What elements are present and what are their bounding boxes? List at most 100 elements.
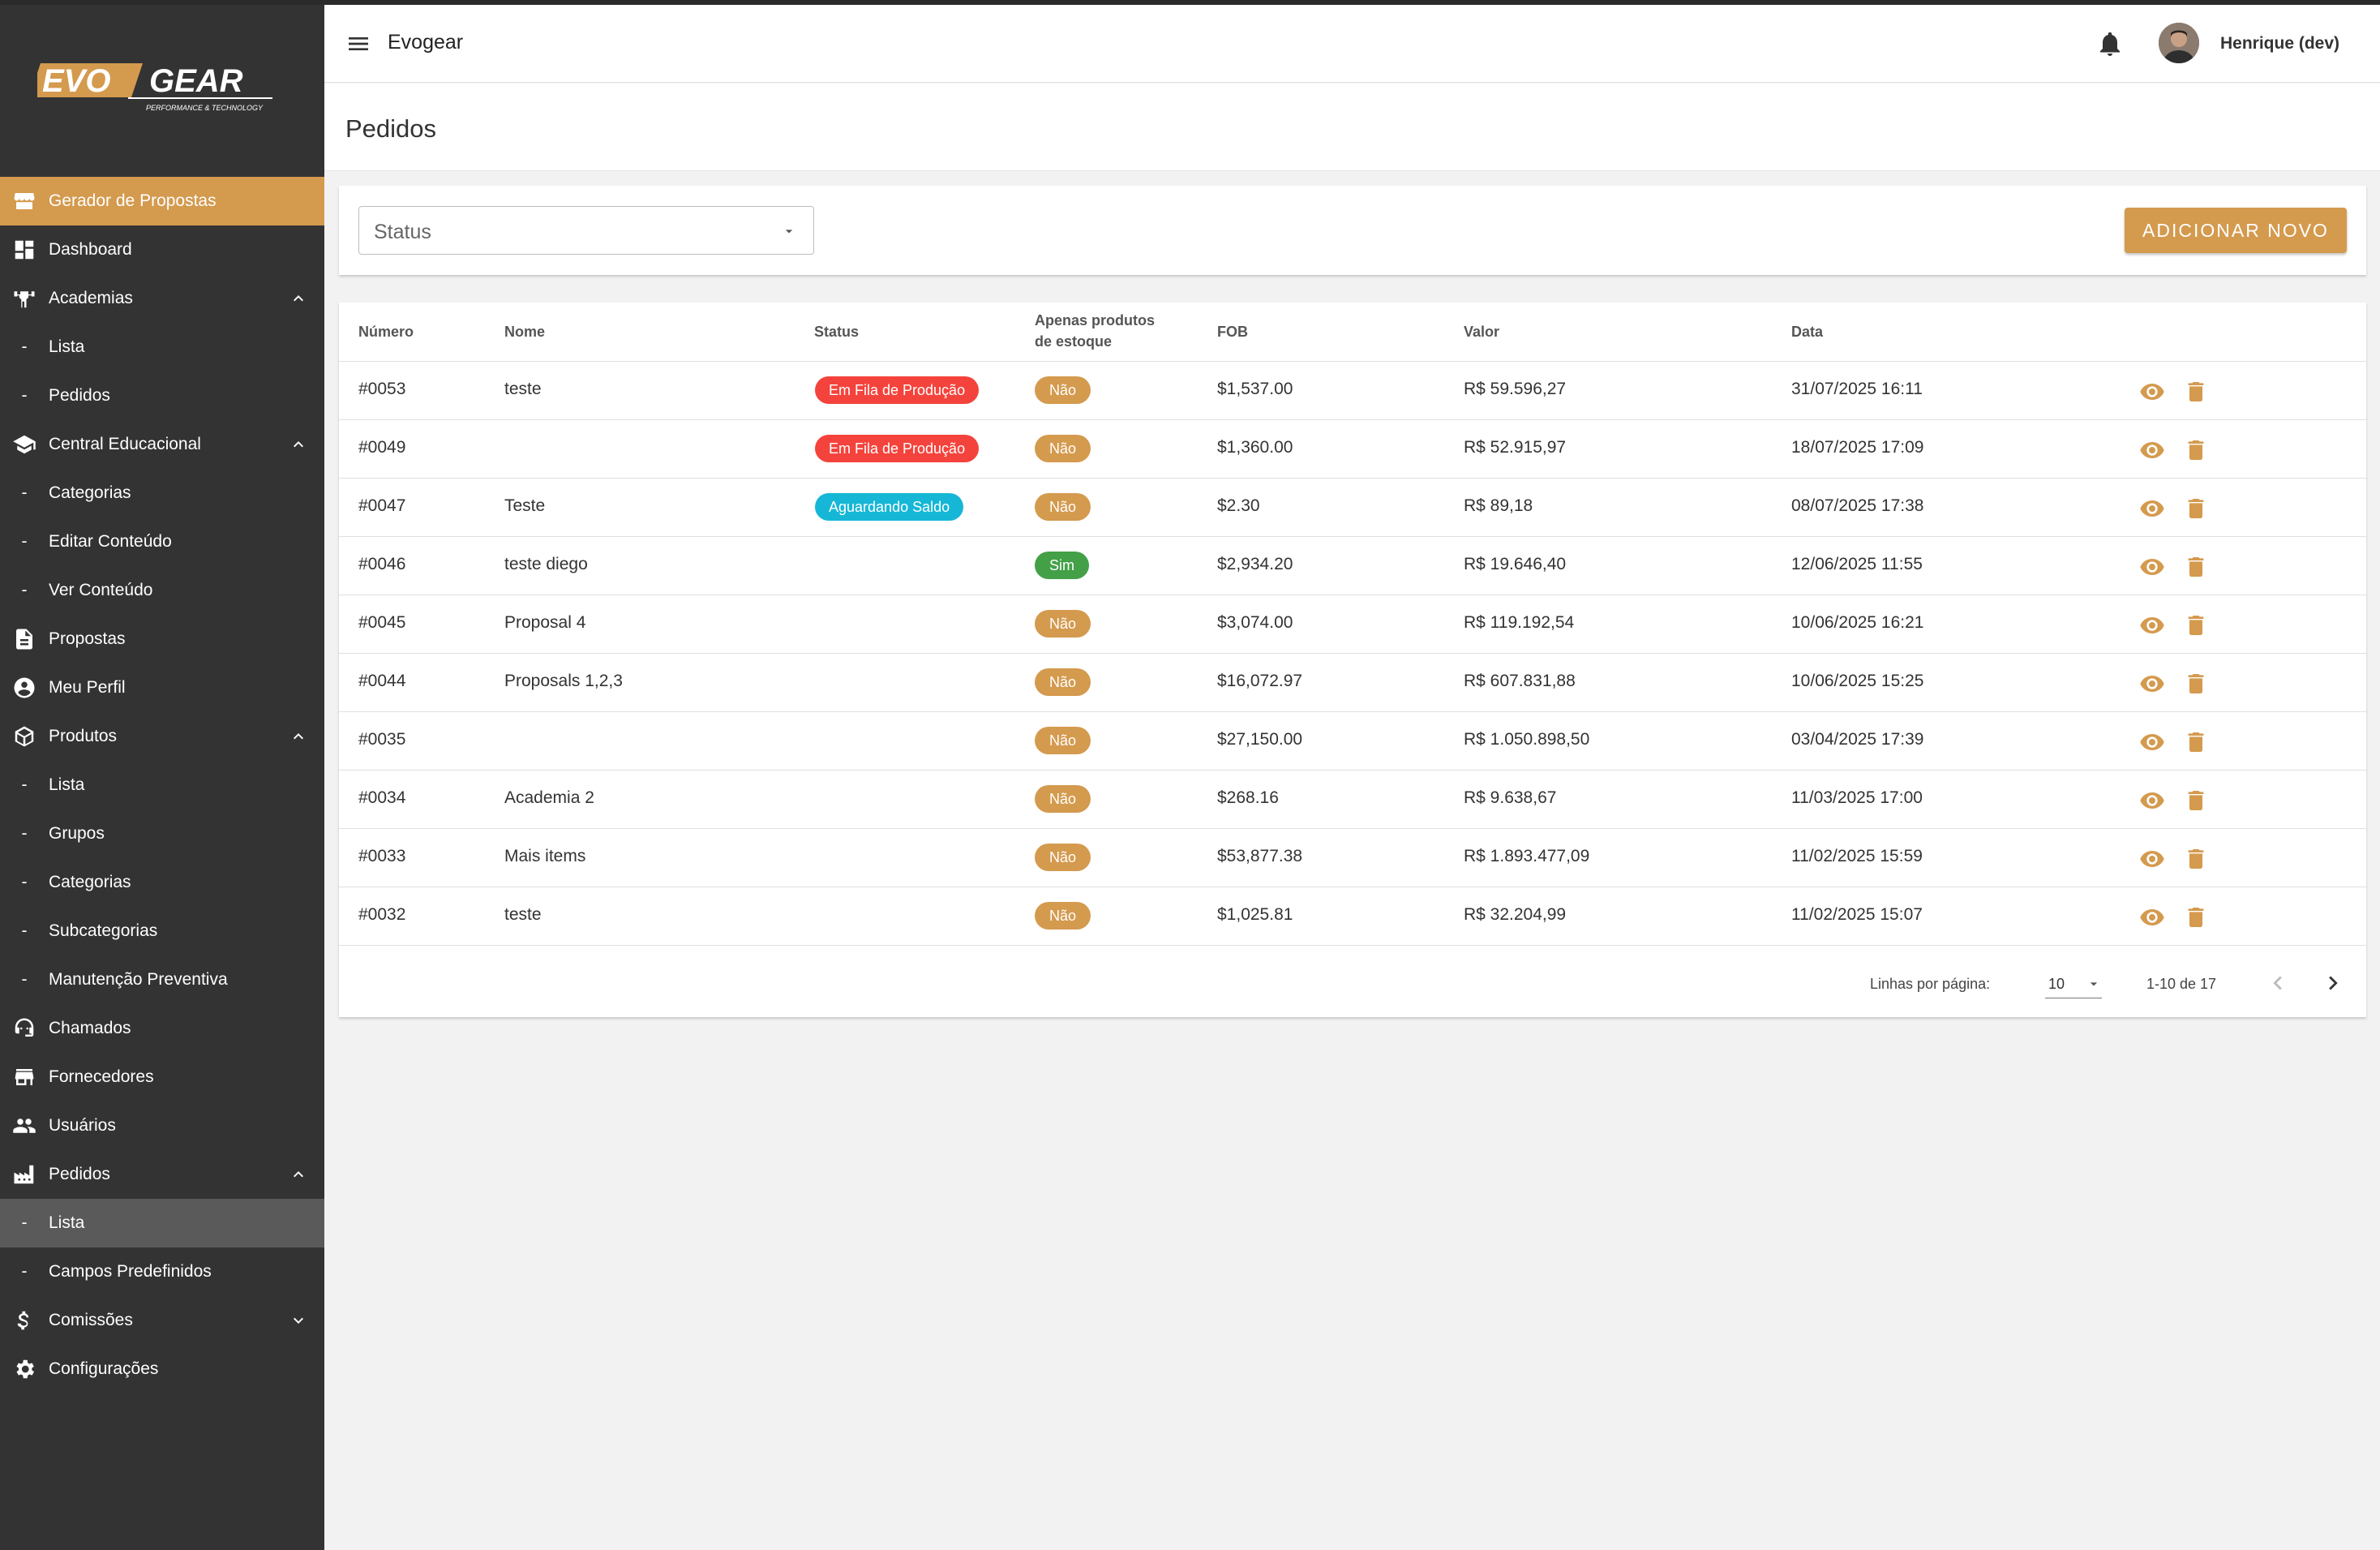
sidebar-subitem-campos-predefinidos[interactable]: - Campos Predefinidos: [21, 1262, 212, 1281]
trash-icon[interactable]: [2183, 437, 2209, 463]
column-header-numero[interactable]: Número: [358, 324, 414, 340]
table-row[interactable]: #0053 teste Em Fila de Produção Não $1,537.0…: [339, 362, 2366, 420]
sidebar-item-dashboard[interactable]: Dashboard: [0, 225, 324, 274]
evogear-logo[interactable]: EVO GEAR PERFORMANCE & TECHNOLOGY: [29, 55, 281, 120]
cell-valor: R$ 1.050.898,50: [1464, 730, 1590, 749]
trash-icon[interactable]: [2183, 496, 2209, 522]
sidebar-item-pedidos[interactable]: Pedidos: [0, 1150, 324, 1199]
chevron-right-icon[interactable]: [2319, 969, 2347, 997]
column-header-apenas-line1[interactable]: Apenas produtos: [1035, 312, 1156, 328]
chevron-up-icon[interactable]: [289, 289, 308, 308]
filter-card: Status ADICIONAR NOVO: [339, 186, 2366, 275]
cell-valor: R$ 1.893.477,09: [1464, 847, 1590, 865]
table-row[interactable]: #0047 Teste Aguardando Saldo Não $2.30 R$ 89,…: [339, 479, 2366, 537]
sidebar-nav: Gerador de Propostas Dashboard Academias…: [0, 177, 324, 1393]
cell-fob: $1,537.00: [1217, 380, 1293, 398]
sidebar-subitem-grupos[interactable]: - Grupos: [21, 824, 105, 843]
trash-icon[interactable]: [2183, 379, 2209, 405]
stock-only-badge: Não: [1035, 610, 1091, 638]
sidebar-subitem-produtos-lista[interactable]: - Lista: [21, 775, 85, 794]
chevron-up-icon[interactable]: [289, 435, 308, 454]
orders-table: Número Nome Status Apenas produtos de es…: [339, 303, 2366, 1017]
trash-icon[interactable]: [2183, 904, 2209, 930]
trash-icon[interactable]: [2183, 612, 2209, 638]
eye-icon[interactable]: [2139, 496, 2165, 522]
eye-icon[interactable]: [2139, 671, 2165, 697]
chevron-up-icon[interactable]: [289, 727, 308, 746]
table-row[interactable]: #0044 Proposals 1,2,3 Não $16,072.97 R$ 607.…: [339, 654, 2366, 712]
trash-icon[interactable]: [2183, 554, 2209, 580]
sidebar-subitem-ver-conteudo[interactable]: - Ver Conteúdo: [21, 581, 153, 599]
eye-icon[interactable]: [2139, 788, 2165, 814]
sidebar-item-propostas[interactable]: Propostas: [0, 615, 324, 663]
sidebar-subitem-academias-lista[interactable]: - Lista: [21, 337, 85, 356]
cell-fob: $1,025.81: [1217, 905, 1293, 924]
sidebar-item-central-educacional[interactable]: Central Educacional: [0, 420, 324, 469]
column-header-apenas-line2[interactable]: de estoque: [1035, 333, 1113, 350]
sidebar-item-usuarios[interactable]: Usuários: [0, 1101, 324, 1150]
bell-icon[interactable]: [2095, 29, 2125, 58]
trash-icon[interactable]: [2183, 671, 2209, 697]
table-row[interactable]: #0045 Proposal 4 Não $3,074.00 R$ 119.192,54…: [339, 595, 2366, 654]
trash-icon[interactable]: [2183, 846, 2209, 872]
add-new-button[interactable]: ADICIONAR NOVO: [2125, 208, 2347, 253]
column-header-valor[interactable]: Valor: [1464, 324, 1500, 340]
chevron-down-icon[interactable]: [289, 1311, 308, 1330]
eye-icon[interactable]: [2139, 846, 2165, 872]
stock-only-badge: Não: [1035, 844, 1091, 871]
rows-per-page-select[interactable]: 10: [2045, 966, 2102, 998]
sidebar-item-fornecedores[interactable]: Fornecedores: [0, 1053, 324, 1101]
trash-icon[interactable]: [2183, 788, 2209, 814]
sidebar-item-configuracoes[interactable]: Configurações: [0, 1345, 324, 1393]
column-header-status[interactable]: Status: [814, 324, 860, 340]
sidebar-item-produtos[interactable]: Produtos: [0, 712, 324, 761]
table-row[interactable]: #0034 Academia 2 Não $268.16 R$ 9.638,67 11/0…: [339, 771, 2366, 829]
account-circle-icon: [0, 676, 49, 700]
sidebar-item-label: Lista: [49, 337, 85, 356]
menu-icon[interactable]: [345, 31, 371, 57]
cell-data: 18/07/2025 17:09: [1791, 438, 1924, 457]
chevron-up-icon[interactable]: [289, 1165, 308, 1184]
sidebar-item-label: Dashboard: [49, 240, 132, 259]
sidebar-subitem-editar-conteudo[interactable]: - Editar Conteúdo: [21, 532, 172, 551]
eye-icon[interactable]: [2139, 554, 2165, 580]
sidebar-item-comissoes[interactable]: Comissões: [0, 1296, 324, 1345]
sidebar-item-meu-perfil[interactable]: Meu Perfil: [0, 663, 324, 712]
chevron-left-icon[interactable]: [2264, 969, 2292, 997]
stock-only-badge: Não: [1035, 493, 1091, 521]
avatar[interactable]: [2159, 23, 2199, 63]
app-header: Evogear Henrique (dev): [324, 5, 2380, 83]
gear-icon: [0, 1357, 49, 1381]
eye-icon[interactable]: [2139, 729, 2165, 755]
sidebar-item-chamados[interactable]: Chamados: [0, 1004, 324, 1053]
sidebar-subitem-categorias[interactable]: - Categorias: [21, 483, 131, 502]
sidebar-item-academias[interactable]: Academias: [0, 274, 324, 323]
storefront-icon: [0, 189, 49, 213]
eye-icon[interactable]: [2139, 612, 2165, 638]
sidebar-item-label: Propostas: [49, 629, 126, 648]
column-header-fob[interactable]: FOB: [1217, 324, 1248, 340]
trash-icon[interactable]: [2183, 729, 2209, 755]
table-row[interactable]: #0032 teste Não $1,025.81 R$ 32.204,99 11/02/…: [339, 887, 2366, 946]
status-select[interactable]: Status: [358, 206, 814, 255]
sidebar-subitem-produtos-categorias[interactable]: - Categorias: [21, 873, 131, 891]
sidebar-item-label: Pedidos: [49, 386, 110, 405]
sidebar-subitem-subcategorias[interactable]: - Subcategorias: [21, 921, 158, 940]
sidebar-subitem-pedidos-lista[interactable]: - Lista: [0, 1199, 324, 1247]
eye-icon[interactable]: [2139, 437, 2165, 463]
sidebar-item-gerador-propostas[interactable]: Gerador de Propostas: [0, 177, 324, 225]
sidebar-subitem-academias-pedidos[interactable]: - Pedidos: [21, 386, 110, 405]
cell-data: 10/06/2025 15:25: [1791, 672, 1924, 690]
sidebar-subitem-manutencao-preventiva[interactable]: - Manutenção Preventiva: [21, 970, 228, 989]
stock-only-badge: Não: [1035, 785, 1091, 813]
table-row[interactable]: #0046 teste diego Sim $2,934.20 R$ 19.646,40…: [339, 537, 2366, 595]
eye-icon[interactable]: [2139, 904, 2165, 930]
column-header-data[interactable]: Data: [1791, 324, 1824, 340]
table-row[interactable]: #0049 Em Fila de Produção Não $1,360.00 R$ 5…: [339, 420, 2366, 479]
svg-text:PERFORMANCE & TECHNOLOGY: PERFORMANCE & TECHNOLOGY: [146, 104, 264, 112]
column-header-nome[interactable]: Nome: [504, 324, 546, 340]
table-row[interactable]: #0033 Mais items Não $53,877.38 R$ 1.893.477…: [339, 829, 2366, 887]
table-row[interactable]: #0035 Não $27,150.00 R$ 1.050.898,50 03/04/2…: [339, 712, 2366, 771]
eye-icon[interactable]: [2139, 379, 2165, 405]
user-name[interactable]: Henrique (dev): [2220, 34, 2340, 53]
